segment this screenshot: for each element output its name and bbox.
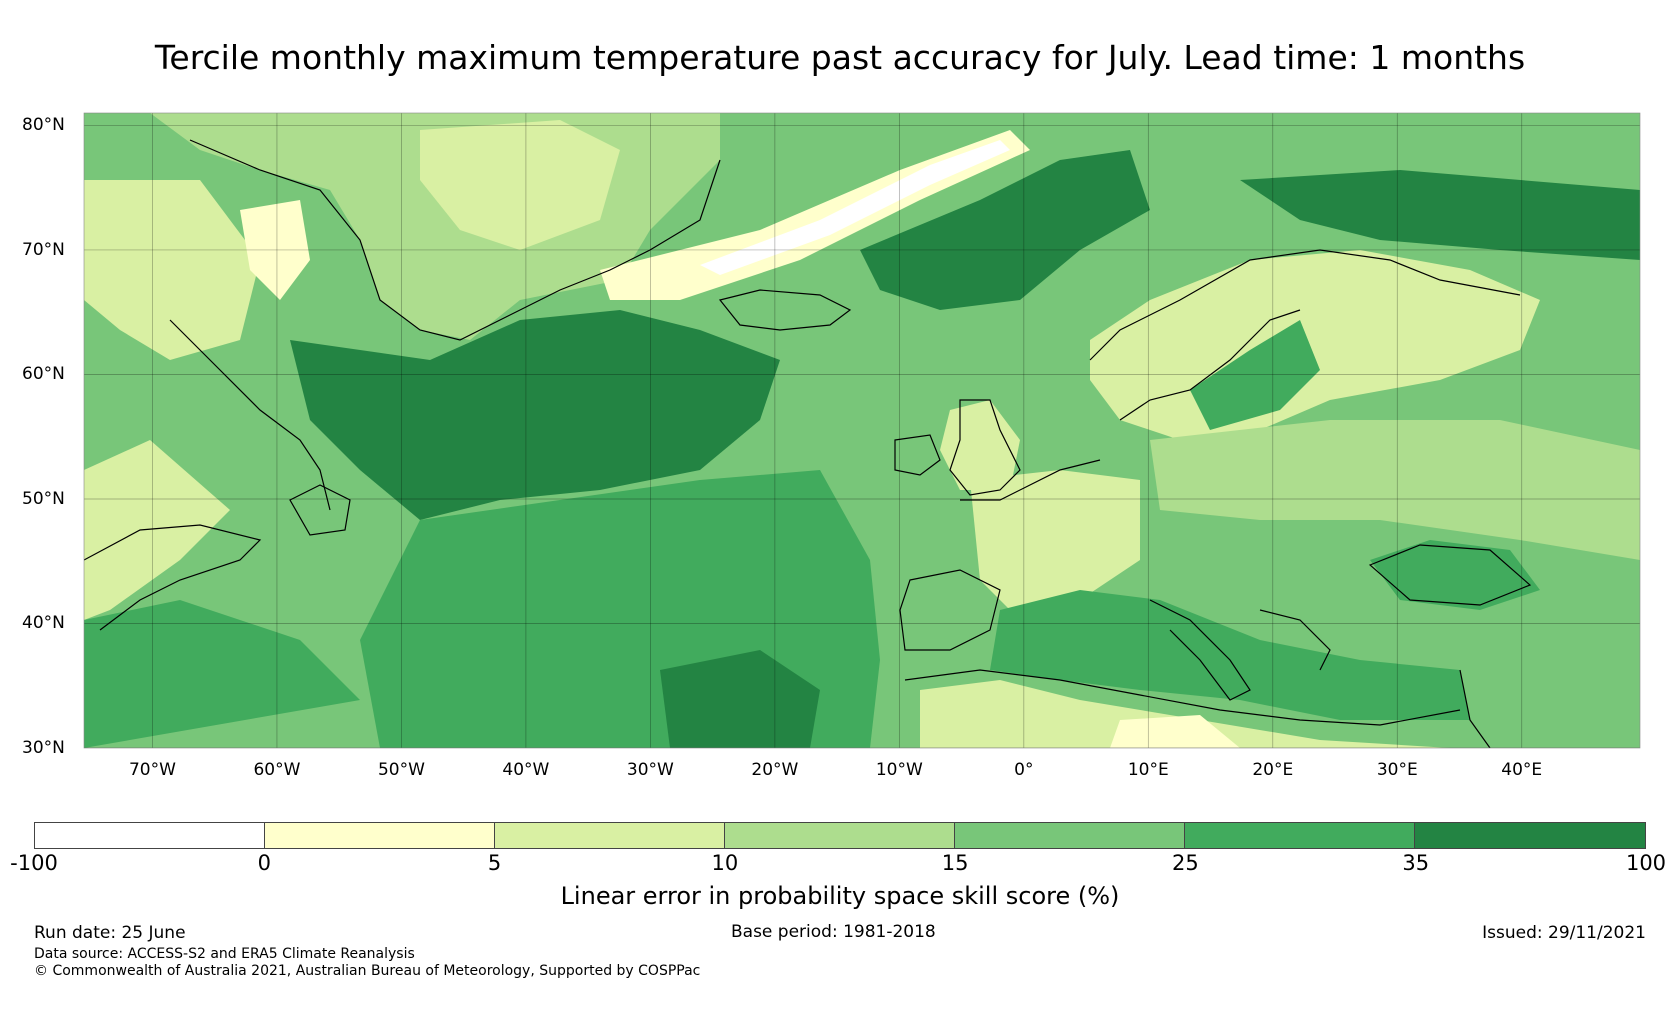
coast-nova-scotia	[84, 524, 262, 631]
map-plot-area	[84, 113, 1640, 748]
colorbar-segment	[1185, 823, 1415, 848]
coast-britain	[949, 399, 1021, 496]
base-period: Base period: 1981-2018	[731, 922, 936, 942]
colorbar-tick-label: 5	[487, 851, 502, 875]
lon-label: 70°W	[128, 760, 176, 780]
region-black-sea	[1370, 540, 1540, 610]
coast-labrador	[169, 319, 331, 511]
colorbar-segment	[35, 823, 265, 848]
region-sw-atlantic-green	[84, 600, 360, 748]
map-figure	[83, 112, 1641, 749]
coastlines	[84, 139, 1532, 748]
colorbar-tick-label: 35	[1402, 851, 1430, 875]
colorbar-tick-label: 10	[711, 851, 739, 875]
region-greenland-light	[420, 120, 620, 250]
lon-label: 30°W	[626, 760, 674, 780]
colorbar	[34, 822, 1646, 849]
coast-black-sea	[1368, 544, 1532, 606]
colorbar-tick-label: 15	[941, 851, 969, 875]
copyright: © Commonwealth of Australia 2021, Austra…	[34, 963, 701, 979]
coast-sweden	[1119, 309, 1301, 421]
lat-label: 50°N	[22, 488, 65, 509]
lon-label: 0°	[1014, 760, 1034, 780]
colorbar-label: Linear error in probability space skill …	[560, 882, 1120, 910]
coast-scandinavia	[1089, 249, 1521, 361]
coast-italy	[1149, 599, 1251, 701]
lon-label: 20°W	[751, 760, 799, 780]
coast-iberia	[899, 569, 1001, 651]
lon-label: 10°E	[1127, 760, 1169, 780]
lat-label: 80°N	[22, 115, 65, 136]
region-barents	[1240, 170, 1640, 260]
coast-greenland	[189, 139, 721, 341]
lon-label: 30°E	[1376, 760, 1418, 780]
lon-label: 50°W	[377, 760, 425, 780]
region-azores-dark	[660, 650, 820, 748]
colorbar-tick-label: 25	[1172, 851, 1199, 875]
region-mediterranean	[990, 590, 1470, 720]
lon-label: 40°E	[1501, 760, 1543, 780]
map-title: Tercile monthly maximum temperature past…	[154, 38, 1526, 77]
lon-label: 20°E	[1252, 760, 1294, 780]
coast-iceland	[718, 289, 852, 331]
lon-label: 40°W	[502, 760, 550, 780]
data-source: Data source: ACCESS-S2 and ERA5 Climate …	[34, 946, 415, 962]
lon-label: 60°W	[253, 760, 301, 780]
lon-label: 10°W	[875, 760, 923, 780]
colorbar-tick-label: 0	[257, 851, 271, 875]
colorbar-segment	[725, 823, 955, 848]
colorbar-tick-label: -100	[10, 851, 58, 875]
colorbar-segment	[1415, 823, 1645, 848]
region-baltic	[1190, 320, 1320, 430]
run-date: Run date: 25 June	[34, 923, 186, 943]
coast-north-africa	[904, 669, 1461, 726]
region-sahara-yellow	[1110, 715, 1240, 748]
lat-label: 30°N	[22, 738, 65, 758]
coast-france	[960, 459, 1101, 501]
region-east-europe	[1150, 420, 1640, 560]
coast-balkans	[1259, 609, 1331, 671]
colorbar-tick-label: 100	[1625, 851, 1667, 875]
region-north-atlantic	[290, 310, 780, 520]
region-france	[970, 470, 1140, 620]
region-denmark-strait-core	[700, 140, 1010, 275]
region-labrador-light	[240, 200, 310, 300]
skill-map	[83, 112, 1641, 749]
colorbar-segment	[265, 823, 495, 848]
region-north-africa	[920, 680, 1450, 748]
lat-label: 70°N	[22, 239, 65, 260]
issued-date: Issued: 29/11/2021	[1482, 923, 1646, 943]
colorbar-segment	[955, 823, 1185, 848]
graticule	[84, 113, 1640, 748]
region-sw-atlantic	[84, 440, 230, 620]
coast-newfoundland	[289, 484, 351, 536]
region-norwegian-sea	[860, 150, 1150, 310]
coast-levant	[1459, 669, 1491, 748]
colorbar-segment	[495, 823, 725, 848]
coast-ireland	[894, 434, 941, 476]
map-frame	[83, 112, 1641, 749]
lat-label: 40°N	[22, 613, 65, 634]
region-baffin	[84, 180, 260, 360]
lat-label: 60°N	[22, 364, 65, 385]
